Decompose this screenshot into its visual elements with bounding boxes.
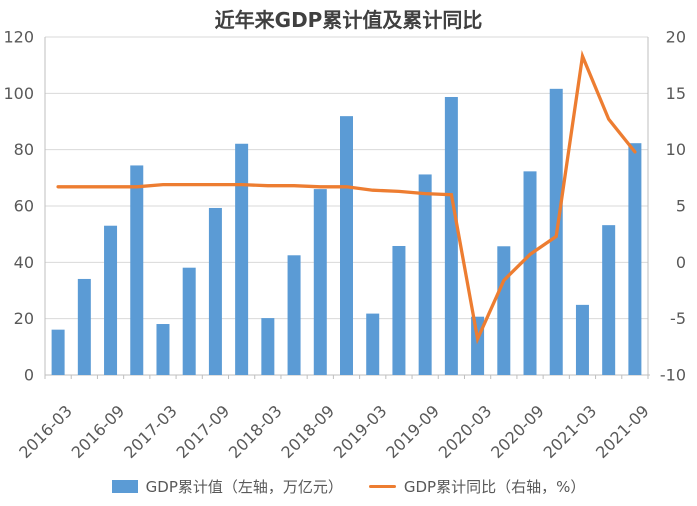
legend-item-line-series: GDP累计同比（右轴，%） bbox=[368, 476, 586, 497]
gdp-bar-2020-09 bbox=[523, 171, 537, 375]
gdp-bar-2018-03 bbox=[261, 318, 275, 375]
gdp-bar-2021-03 bbox=[575, 304, 589, 375]
bar-series-swatch bbox=[111, 480, 138, 493]
gdp-bar-2019-12 bbox=[444, 96, 458, 376]
gdp-bar-2016-03 bbox=[51, 329, 65, 375]
right-axis-tick-label: 10 bbox=[666, 140, 686, 159]
x-axis-tick-label: 2016-03 bbox=[15, 401, 76, 462]
x-axis-tick-label: 2018-03 bbox=[225, 401, 286, 462]
left-axis-tick-label: 20 bbox=[14, 309, 34, 328]
x-axis-tick-label: 2017-09 bbox=[173, 401, 234, 462]
gdp-combo-chart: 0 20 40 60 80 100 120 -10 -5 0 5 10 15 20 2016-032016-… bbox=[3, 28, 686, 463]
right-axis-tick-label: 5 bbox=[676, 197, 686, 216]
gdp-bar-2016-12 bbox=[130, 165, 144, 375]
gdp-bar-2019-06 bbox=[392, 245, 406, 375]
chart-legend: GDP累计值（左轴，万亿元） GDP累计同比（右轴，%） bbox=[0, 476, 697, 497]
gdp-bar-2021-06 bbox=[602, 225, 616, 375]
legend-label-line-series: GDP累计同比（右轴，%） bbox=[403, 478, 586, 496]
x-axis-tick-label: 2018-09 bbox=[277, 401, 338, 462]
gdp-bar-2021-09 bbox=[628, 143, 642, 375]
right-axis-tick-label: 15 bbox=[666, 84, 686, 103]
gdp-bar-2016-06 bbox=[77, 278, 91, 375]
line-series-swatch bbox=[368, 485, 396, 488]
right-axis-tick-label: 20 bbox=[666, 28, 686, 47]
right-axis-tick-label: -5 bbox=[670, 309, 686, 328]
gdp-bar-2016-09 bbox=[104, 225, 118, 375]
right-axis-tick-label: -10 bbox=[660, 366, 686, 385]
yoy-line bbox=[56, 50, 637, 345]
x-axis-tick-label: 2016-09 bbox=[68, 401, 129, 462]
gdp-bar-2017-09 bbox=[208, 207, 222, 375]
left-axis-tick-label: 120 bbox=[3, 28, 34, 47]
gdp-bar-2017-06 bbox=[182, 267, 196, 375]
left-axis-tick-label: 100 bbox=[3, 84, 34, 103]
x-axis-tick-label: 2020-03 bbox=[435, 401, 496, 462]
right-axis-tick-label: 0 bbox=[676, 253, 686, 272]
gdp-bar-2018-09 bbox=[313, 189, 327, 375]
left-axis-tick-label: 0 bbox=[24, 366, 34, 385]
x-axis-tick-label: 2021-09 bbox=[592, 401, 653, 462]
x-axis-tick-label: 2017-03 bbox=[120, 401, 181, 462]
gdp-bar-2018-06 bbox=[287, 255, 301, 375]
x-axis-tick-label: 2019-03 bbox=[330, 401, 391, 462]
chart-title: 近年来GDP累计值及累计同比 bbox=[214, 8, 483, 32]
gdp-bar-2019-09 bbox=[418, 174, 432, 375]
gdp-bar-2019-03 bbox=[366, 313, 380, 375]
x-axis-tick-label: 2020-09 bbox=[487, 401, 548, 462]
gdp-bar-2018-12 bbox=[340, 116, 353, 376]
gdp-bar-2017-12 bbox=[235, 143, 249, 375]
gdp-bar-2017-03 bbox=[156, 324, 170, 375]
x-axis-tick-label: 2021-03 bbox=[540, 401, 601, 462]
left-axis-tick-label: 60 bbox=[14, 197, 34, 216]
left-axis-tick-label: 80 bbox=[14, 140, 34, 159]
x-axis-tick-label: 2019-09 bbox=[382, 401, 443, 462]
legend-item-bar-series: GDP累计值（左轴，万亿元） bbox=[111, 476, 343, 497]
left-axis-tick-label: 40 bbox=[14, 253, 34, 272]
gdp-bar-2020-06 bbox=[497, 246, 511, 375]
legend-label-bar-series: GDP累计值（左轴，万亿元） bbox=[145, 478, 343, 496]
